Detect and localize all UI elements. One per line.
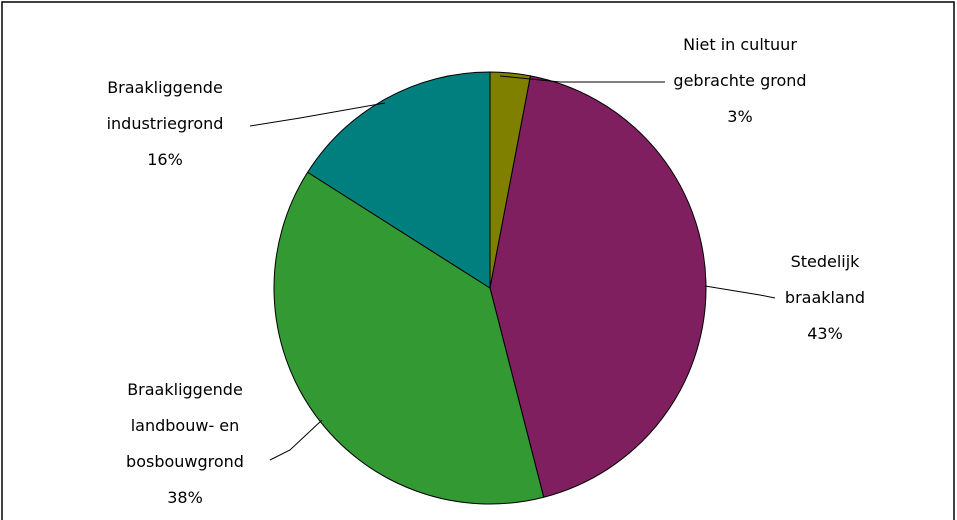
pie-slice (306, 71, 491, 289)
value-label: 38% (167, 488, 203, 507)
value-label: 16% (147, 150, 183, 169)
leader-line (249, 102, 386, 127)
pie-slice (273, 171, 545, 505)
leader-line (499, 75, 665, 83)
value-label: 3% (727, 107, 753, 126)
value-label: 43% (807, 324, 843, 343)
slice-label: Braakliggende industriegrond 16% (45, 70, 285, 178)
slice-label: Niet in cultuur gebrachte grond 3% (620, 27, 860, 135)
leader-line (269, 419, 323, 461)
category-label: Niet in cultuur gebrachte grond (673, 35, 807, 90)
leader-line (704, 285, 776, 299)
category-label: Stedelijk braakland (784, 252, 866, 307)
slice-label: Stedelijk braakland 43% (705, 244, 945, 352)
category-label: Braakliggende industriegrond (106, 78, 224, 133)
slice-label: Braakliggende landbouw- en bosbouwgrond 3… (65, 372, 305, 516)
pie-slice (489, 75, 707, 498)
category-label: Braakliggende landbouw- en bosbouwgrond (126, 380, 244, 471)
